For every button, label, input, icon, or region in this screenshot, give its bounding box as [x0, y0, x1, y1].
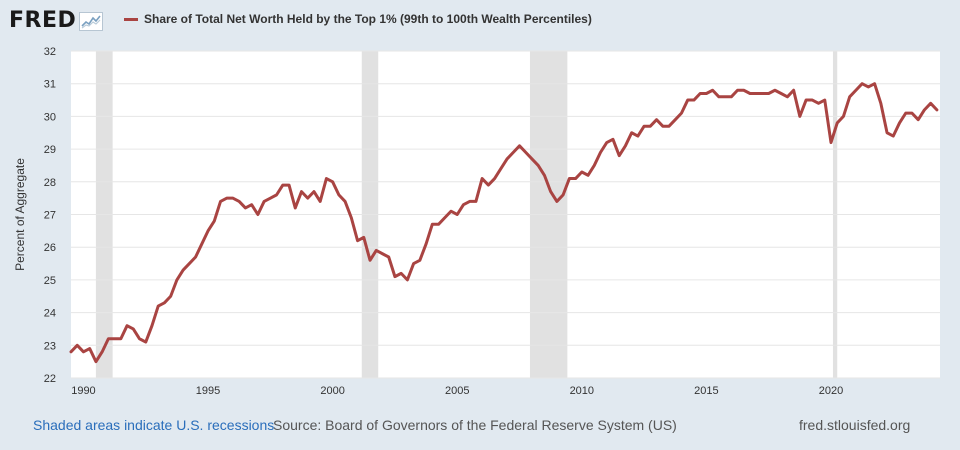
gridlines — [71, 50, 940, 379]
x-tick-label: 1990 — [71, 385, 95, 397]
x-tick-label: 2010 — [570, 385, 594, 397]
site-url[interactable]: fred.stlouisfed.org — [799, 417, 911, 433]
fred-logo-text: FRED — [9, 8, 77, 33]
fred-logo[interactable]: FRED — [9, 7, 104, 35]
y-tick-label: 26 — [44, 242, 56, 254]
y-axis-title: Percent of Aggregate — [13, 158, 27, 271]
x-tick-label: 2005 — [445, 385, 469, 397]
y-tick-label: 29 — [44, 144, 56, 156]
x-axis-ticks: 1990 1995 2000 2005 2010 2015 2020 — [71, 385, 843, 397]
y-tick-label: 30 — [44, 111, 56, 123]
source-text: Source: Board of Governors of the Federa… — [273, 417, 677, 433]
y-tick-label: 31 — [44, 79, 56, 91]
recessions-note-link[interactable]: Shaded areas indicate U.S. recessions — [33, 417, 275, 433]
series-line[interactable] — [69, 82, 939, 364]
x-tick-label: 2020 — [819, 385, 843, 397]
x-tick-label: 1995 — [196, 385, 220, 397]
legend-label: Share of Total Net Worth Held by the Top… — [144, 12, 592, 26]
y-tick-label: 25 — [44, 275, 56, 287]
y-tick-label: 32 — [44, 46, 56, 58]
y-tick-label: 24 — [44, 308, 56, 320]
y-tick-label: 22 — [44, 373, 56, 385]
y-tick-label: 28 — [44, 177, 56, 189]
y-axis-ticks: 22 23 24 25 26 27 28 29 30 31 32 — [44, 46, 56, 385]
y-tick-label: 27 — [44, 210, 56, 222]
y-tick-label: 23 — [44, 340, 56, 352]
x-tick-label: 2015 — [694, 385, 718, 397]
x-tick-label: 2000 — [320, 385, 344, 397]
legend-swatch — [124, 17, 138, 21]
chart-legend: Share of Total Net Worth Held by the Top… — [124, 12, 592, 26]
chart-line-icon — [79, 11, 104, 31]
